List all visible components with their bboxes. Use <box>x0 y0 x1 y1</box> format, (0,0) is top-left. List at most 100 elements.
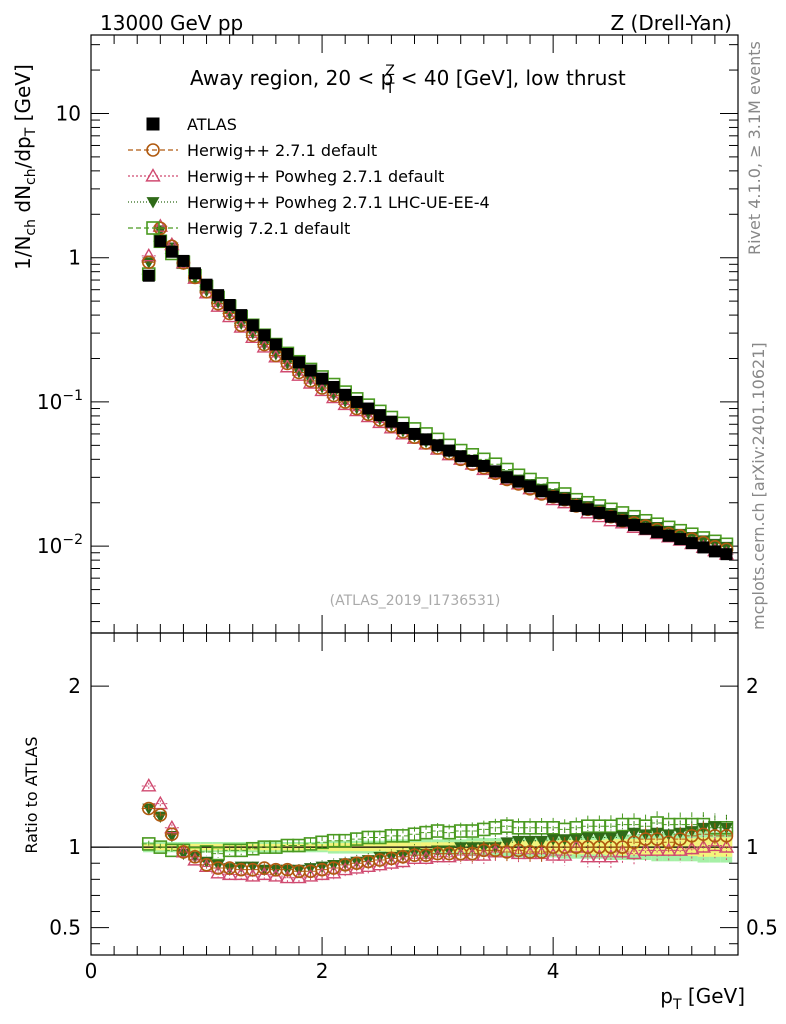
main-point-herwigpp-powheg-2-7-1-default <box>245 329 261 344</box>
main-point-atlas <box>558 493 571 506</box>
series-herwigpp-2-7-1-default <box>141 221 734 557</box>
main-point-atlas <box>212 289 225 302</box>
ratio-point-herwigpp-powheg-2-7-1-default <box>152 795 169 810</box>
main-point-atlas <box>420 433 433 446</box>
ratio-point-herwigpp-powheg-2-7-1-default <box>383 855 400 869</box>
ratio-point-herwigpp-2-7-1-default <box>176 845 191 859</box>
ratio-point-herwigpp-powheg-2-7-1-default <box>302 868 319 882</box>
ratio-point-herwigpp-powheg-2-7-1-default <box>187 852 203 866</box>
process-label: Z (Drell-Yan) <box>610 11 732 35</box>
main-point-herwigpp-powheg-2-7-1-default <box>337 396 353 411</box>
main-point-atlas <box>350 395 363 408</box>
legend-marker-atlas <box>146 117 160 131</box>
analysis-watermark: (ATLAS_2019_I1736531) <box>330 593 501 609</box>
ratio-point-herwigpp-powheg-2-7-1-default <box>591 848 608 863</box>
x-tick-label: 2 <box>316 959 329 983</box>
main-point-atlas <box>165 245 178 258</box>
ratio-point-herwigpp-powheg-2-7-1-default <box>418 850 434 864</box>
main-point-atlas <box>524 480 537 493</box>
main-point-herwigpp-powheg-2-7-1-default <box>210 298 226 312</box>
x-tick-labels: 0 2 4 <box>85 959 560 983</box>
series-herwig-7-2-1-default <box>141 234 734 552</box>
main-point-herwigpp-powheg-2-7-1-default <box>314 382 330 397</box>
main-point-atlas <box>547 490 560 503</box>
main-point-atlas <box>489 465 502 478</box>
legend-marker-herwigpp-powheg-lhc-ue <box>128 197 178 209</box>
main-point-herwigpp-powheg-2-7-1-lhc-ue-ee-4 <box>280 358 294 370</box>
main-point-herwigpp-powheg-2-7-1-lhc-ue-ee-4 <box>269 349 283 361</box>
legend-marker-herwig7-default <box>128 221 178 235</box>
ratio-point-herwigpp-powheg-2-7-1-default <box>141 778 157 792</box>
series-herwigpp-powheg-2-7-1-lhc-ue-ee-4 <box>141 225 734 554</box>
x-axis-label: pT [GeV] <box>660 984 745 1013</box>
main-point-herwigpp-powheg-2-7-1-default <box>152 218 169 232</box>
main-point-atlas <box>466 454 479 467</box>
legend-entry-herwigpp-powheg-lhc-ue: Herwig++ Powheg 2.7.1 LHC-UE-EE-4 <box>128 193 490 212</box>
legend-label-herwigpp-default: Herwig++ 2.7.1 default <box>187 141 377 160</box>
mcplots-label: mcplots.cern.ch [arXiv:2401.10621] <box>749 342 768 630</box>
main-point-atlas <box>708 545 721 558</box>
ratio-point-herwigpp-powheg-2-7-1-default <box>360 858 376 873</box>
main-point-atlas <box>246 319 259 332</box>
ratio-point-herwigpp-powheg-2-7-1-default <box>545 847 561 861</box>
legend-label-atlas: ATLAS <box>187 115 237 134</box>
ratio-y-tick-labels: 0.5 0.5 1 1 2 2 <box>49 674 778 940</box>
ratio-point-herwigpp-powheg-2-7-1-default <box>637 842 654 856</box>
main-point-atlas <box>362 402 375 415</box>
rivet-label: Rivet 4.1.0, ≥ 3.1M events <box>745 41 764 255</box>
ratio-point-herwigpp-powheg-2-7-1-default <box>499 844 515 858</box>
main-point-atlas <box>639 522 652 535</box>
main-point-atlas <box>408 427 421 440</box>
series-atlas <box>142 235 733 561</box>
main-point-atlas <box>281 347 294 360</box>
main-point-herwigpp-powheg-2-7-1-default <box>141 247 157 262</box>
legend-entry-herwigpp-powheg-default: Herwig++ Powheg 2.7.1 default <box>128 167 444 186</box>
ratio-point-herwigpp-powheg-2-7-1-default <box>395 853 411 868</box>
ratio-point-herwigpp-powheg-2-7-1-default <box>568 839 584 853</box>
main-point-atlas <box>154 235 167 248</box>
legend-marker-shape <box>146 117 160 131</box>
ratio-point-herwigpp-powheg-2-7-1-lhc-ue-ee-4 <box>419 848 433 861</box>
ratio-point-herwigpp-powheg-2-7-1-default <box>695 839 712 853</box>
x-tick-label: 4 <box>547 959 560 983</box>
ratio-frame <box>90 632 739 956</box>
legend-entry-herwig7-default: Herwig 7.2.1 default <box>128 219 350 238</box>
ratio-point-herwigpp-powheg-2-7-1-default <box>406 850 423 864</box>
main-point-atlas <box>674 533 687 546</box>
ratio-point-herwigpp-powheg-2-7-1-default <box>556 847 573 861</box>
main-point-atlas <box>604 510 617 523</box>
main-point-herwigpp-powheg-2-7-1-default <box>221 308 238 323</box>
ratio-point-herwigpp-powheg-2-7-1-default <box>603 848 619 863</box>
ratio-y-tick-label-left: 1 <box>68 835 81 859</box>
ratio-point-herwigpp-powheg-2-7-1-default <box>175 844 192 858</box>
ratio-y-tick-label-left: 2 <box>68 674 81 698</box>
main-point-atlas <box>685 537 698 550</box>
main-point-herwigpp-powheg-2-7-1-lhc-ue-ee-4 <box>315 382 329 394</box>
main-point-atlas <box>385 415 398 428</box>
main-point-herwigpp-powheg-2-7-1-default <box>302 375 319 389</box>
energy-label: 13000 GeV pp <box>100 11 243 35</box>
main-point-atlas <box>697 541 710 554</box>
ratio-point-herwigpp-powheg-2-7-1-default <box>718 839 735 853</box>
main-point-atlas <box>327 380 340 393</box>
ratio-point-herwigpp-powheg-2-7-1-default <box>429 848 446 863</box>
main-panel: 10 1 10−1 10−2 Away region, 20 < pZ T < 40 [… <box>11 34 739 634</box>
main-point-atlas <box>235 309 248 322</box>
ratio-point-herwigpp-powheg-2-7-1-default <box>580 848 596 863</box>
main-y-tick-label: 10−1 <box>37 388 83 414</box>
main-point-herwigpp-powheg-2-7-1-default <box>279 358 296 373</box>
ratio-data-marks <box>141 778 735 884</box>
main-y-tick-labels: 10 1 10−1 10−2 <box>37 101 83 558</box>
ratio-point-herwigpp-2-7-1-default <box>615 840 630 854</box>
ratio-point-herwigpp-powheg-2-7-1-lhc-ue-ee-4 <box>535 835 549 848</box>
main-point-atlas <box>720 548 733 561</box>
ratio-point-herwigpp-2-7-1-default <box>153 808 168 822</box>
main-y-tick-label: 10−2 <box>37 532 83 558</box>
ratio-point-herwigpp-2-7-1-default <box>165 827 179 842</box>
main-point-atlas <box>269 338 282 351</box>
main-point-herwigpp-powheg-2-7-1-lhc-ue-ee-4 <box>234 318 248 330</box>
legend-marker-herwigpp-default <box>128 143 178 157</box>
ratio-point-herwigpp-powheg-2-7-1-default <box>279 869 296 884</box>
legend-marker-herwigpp-powheg-default <box>128 168 178 182</box>
main-point-herwigpp-powheg-2-7-1-lhc-ue-ee-4 <box>223 308 237 321</box>
